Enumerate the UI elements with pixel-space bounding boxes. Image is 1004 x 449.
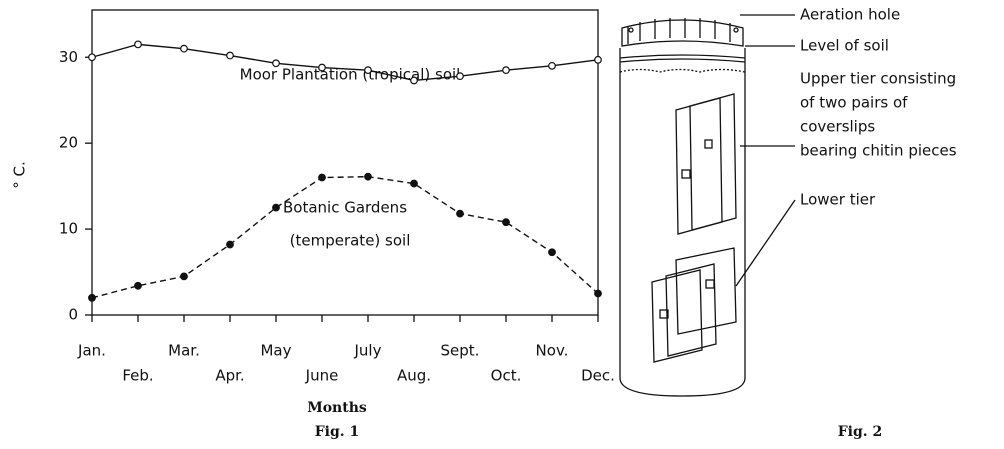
- x-tick-label: Aug.: [397, 367, 431, 385]
- point: [134, 40, 142, 49]
- y-tick-label: 20: [59, 134, 78, 152]
- point: [318, 63, 326, 72]
- label: of two pairs of: [800, 94, 908, 112]
- point: [364, 172, 372, 181]
- lid-ridges: [627, 18, 731, 44]
- label: Aeration hole: [800, 6, 900, 24]
- x-tick-label: Sept.: [441, 342, 480, 360]
- chitin: [705, 279, 715, 289]
- upper-tier: [675, 93, 737, 235]
- point: [594, 289, 602, 298]
- lid: [621, 19, 744, 47]
- label: Upper tier consisting: [800, 70, 956, 88]
- x-tick-label: June: [305, 367, 339, 385]
- plot-frame: [91, 9, 599, 316]
- point: [410, 179, 418, 188]
- point: [88, 293, 96, 302]
- aeration-hole: [628, 27, 634, 33]
- point: [548, 248, 556, 257]
- annotation: (temperate) soil: [290, 232, 411, 250]
- point: [272, 203, 280, 212]
- y-tick-label: 0: [68, 306, 78, 324]
- caption: Fig. 1: [315, 424, 360, 440]
- point: [180, 44, 188, 53]
- point: [364, 66, 372, 75]
- leader-lines: [735, 14, 796, 287]
- point: [548, 61, 556, 70]
- soil-level: [619, 68, 746, 73]
- point: [502, 66, 510, 75]
- point: [134, 281, 142, 290]
- tube: [619, 48, 746, 397]
- y-tick-label: 30: [59, 48, 78, 66]
- annotation: Moor Plantation (tropical) soil: [240, 66, 461, 84]
- x-tick-label: Jan.: [77, 342, 106, 360]
- x-tick-label: Mar.: [168, 342, 200, 360]
- y-tick-label: 10: [59, 220, 78, 238]
- label: Lower tier: [800, 191, 876, 209]
- chitin: [704, 139, 713, 149]
- y-axis-label: ° C.: [11, 161, 29, 189]
- point: [502, 218, 510, 227]
- point: [272, 59, 280, 68]
- x-tick-label: May: [260, 342, 291, 360]
- caption: Fig. 2: [838, 424, 883, 440]
- point: [226, 240, 234, 249]
- chitin: [681, 169, 691, 179]
- point: [180, 272, 188, 281]
- point: [456, 72, 464, 81]
- x-tick-label: Apr.: [215, 367, 244, 385]
- x-tick-label: Dec.: [581, 367, 615, 385]
- point: [410, 76, 418, 85]
- x-tick-label: Oct.: [491, 367, 522, 385]
- x-tick-label: Feb.: [122, 367, 153, 385]
- point: [226, 51, 234, 60]
- annotation: Botanic Gardens: [283, 199, 407, 217]
- label: coverslips: [800, 118, 875, 136]
- collar: [619, 54, 746, 63]
- x-tick-label: July: [354, 342, 382, 360]
- point: [456, 209, 464, 218]
- point: [318, 173, 326, 182]
- aeration-hole: [733, 27, 739, 33]
- label: Level of soil: [800, 37, 889, 55]
- point: [594, 55, 602, 64]
- chitin: [659, 309, 669, 319]
- series-line: [91, 43, 599, 82]
- label: bearing chitin pieces: [800, 142, 957, 160]
- x-axis-label: Months: [307, 400, 367, 416]
- point: [88, 53, 96, 62]
- diagram: Aeration hole Level of soil Upper tier c…: [619, 6, 957, 440]
- x-tick-label: Nov.: [536, 342, 569, 360]
- lower-tier: [651, 247, 737, 363]
